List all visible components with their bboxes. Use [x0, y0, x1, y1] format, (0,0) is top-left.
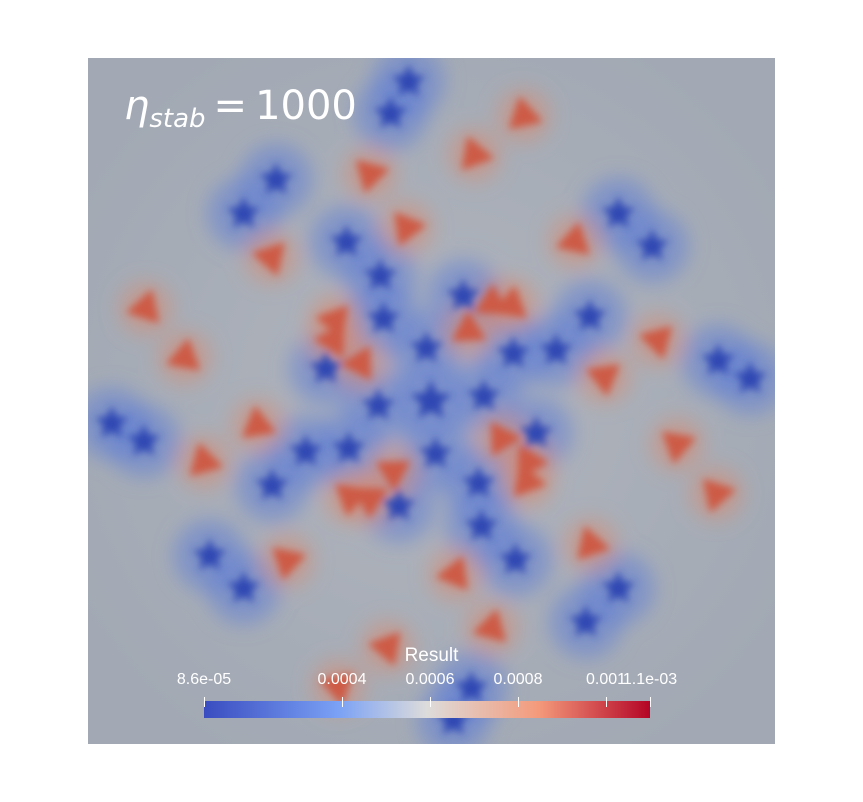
blue-star-spot: [288, 433, 323, 467]
colorbar-tick: [430, 697, 431, 707]
blue-star-spot: [601, 195, 636, 229]
red-triangle-spot: [313, 323, 345, 358]
blue-star-spot: [361, 387, 396, 421]
colorbar-tick-label: 1.1e-03: [622, 671, 678, 688]
blue-star-spot: [539, 332, 574, 365]
red-triangle-spot: [166, 337, 201, 371]
blue-star-spot: [409, 330, 444, 363]
red-triangle-spot: [340, 345, 371, 381]
stab-subscript: stab: [149, 104, 206, 134]
red-triangle-spot: [451, 310, 487, 341]
blue-star-spot: [601, 570, 636, 603]
blue-star-spot: [331, 430, 366, 464]
blue-star-spot: [461, 465, 496, 498]
colorbar-tick: [606, 697, 607, 707]
red-triangle-spot: [394, 211, 427, 247]
scalar-field-image: [88, 58, 775, 744]
blue-star-spot: [410, 379, 452, 419]
red-triangle-spot: [517, 444, 549, 479]
colorbar-legend: Result 8.6e-05 0.0004 0.0006 0.0008 0.001 1.1…: [88, 641, 775, 721]
colorbar-tick: [650, 697, 651, 707]
red-triangle-spot: [353, 487, 388, 519]
red-triangle-spot: [638, 326, 673, 360]
field-plot: ηstab = 1000 Result 8.6e-05 0.0004 0.0006 0.0…: [88, 58, 775, 744]
colorbar-tick-label: 0.0006: [405, 671, 455, 688]
blue-star-spot: [572, 298, 607, 332]
blue-star-spot: [192, 537, 227, 571]
blue-star-spot: [226, 195, 261, 229]
red-triangle-spot: [251, 242, 285, 277]
red-triangle-spot: [356, 159, 390, 194]
blue-star-spot: [635, 228, 670, 261]
blue-star-spot: [94, 405, 129, 438]
eta-value: 1000: [255, 83, 357, 129]
colorbar-tick-label: 0.001: [585, 671, 627, 688]
blue-star-spot: [446, 277, 481, 311]
red-triangle-spot: [272, 547, 307, 581]
red-triangle-spot: [585, 364, 621, 397]
blue-star-spot: [418, 435, 453, 469]
blue-star-spot: [226, 570, 261, 603]
colorbar-tick-label: 0.0008: [493, 671, 543, 688]
blue-star-spot: [259, 161, 294, 195]
blue-star-spot: [496, 335, 531, 369]
blue-star-spot: [464, 508, 499, 541]
colorbar-title: Result: [404, 645, 459, 666]
blue-star-spot: [329, 224, 364, 257]
blue-star-spot: [391, 63, 426, 97]
red-triangle-spot: [241, 405, 277, 438]
red-triangle-spot: [375, 461, 411, 492]
blue-star-spot: [733, 360, 768, 394]
blue-star-spot: [701, 342, 736, 376]
blue-star-spot: [381, 488, 416, 521]
red-triangle-spot: [577, 525, 611, 560]
blue-star-spot: [454, 670, 489, 703]
blue-star-spot: [466, 378, 501, 411]
blue-star-spot: [436, 702, 471, 735]
blue-star-spot: [373, 95, 408, 129]
red-triangle-spot: [472, 608, 506, 643]
blue-star-spot: [519, 415, 554, 448]
colorbar-tick: [342, 697, 343, 707]
equals-sign: =: [213, 83, 248, 129]
blue-star-spot: [255, 467, 290, 501]
red-triangle-spot: [189, 442, 224, 476]
eta-symbol: η: [124, 83, 150, 129]
colorbar-tick: [204, 697, 205, 707]
blue-star-spot: [366, 300, 401, 334]
eta-stab-annotation: ηstab = 1000: [124, 86, 357, 132]
red-triangle-spot: [491, 421, 522, 457]
red-triangle-spot: [508, 96, 543, 130]
blue-star-spot: [126, 423, 161, 456]
colorbar-tick: [518, 697, 519, 707]
red-triangle-spot: [319, 672, 354, 706]
red-triangle-spot: [461, 136, 495, 171]
red-triangle-spot: [702, 478, 736, 513]
red-triangle-spot: [435, 555, 468, 591]
blue-star-spot: [568, 604, 603, 637]
blue-star-spot: [498, 541, 533, 575]
red-triangle-spot: [367, 631, 401, 666]
blue-star-spot: [308, 350, 343, 384]
red-triangle-spot: [661, 431, 696, 465]
red-triangle-spot: [126, 289, 160, 324]
blue-star-spot: [363, 257, 398, 291]
red-triangle-spot: [492, 285, 527, 319]
colorbar-tick-label: 0.0004: [317, 671, 367, 688]
colorbar-tick-label: 8.6e-05: [176, 671, 232, 688]
red-triangle-spot: [555, 221, 590, 255]
colorbar-gradient: [204, 701, 650, 718]
